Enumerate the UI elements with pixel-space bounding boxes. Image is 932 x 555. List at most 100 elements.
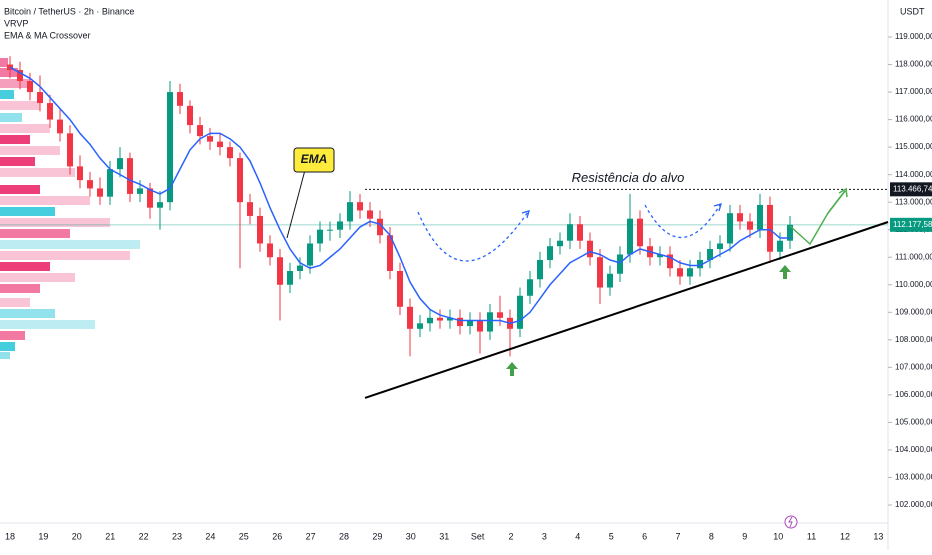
candle-body <box>457 317 463 327</box>
candle-body <box>77 166 83 181</box>
x-tick-label: 9 <box>742 531 747 541</box>
y-tick-label: 108.000,00 <box>895 335 932 344</box>
candle-body <box>727 213 733 244</box>
resistance-text: Resistência do alvo <box>572 170 685 185</box>
candle-body <box>187 105 193 126</box>
candle-body <box>217 141 223 148</box>
candle-body <box>117 158 123 170</box>
y-tick-label: 105.000,00 <box>895 418 932 427</box>
x-tick-label: 4 <box>575 531 580 541</box>
candle-body <box>337 221 343 230</box>
candle-body <box>617 254 623 274</box>
candle-body <box>777 240 783 252</box>
volume-profile <box>0 58 140 359</box>
candle-body <box>587 240 593 258</box>
candle-body <box>17 70 23 82</box>
x-tick-label: 22 <box>139 531 149 541</box>
candle-body <box>437 317 443 321</box>
last-price-label: 112.177,58 <box>893 220 932 229</box>
candle-body <box>87 180 93 189</box>
x-tick-label: 7 <box>675 531 680 541</box>
resistance-price-label: 113.466,74 <box>893 184 932 193</box>
candle-body <box>227 147 233 159</box>
candle-body <box>47 103 53 120</box>
candle-body <box>477 320 483 332</box>
candle-body <box>197 125 203 137</box>
candle-body <box>697 259 703 269</box>
candle-body <box>167 92 173 203</box>
candle-body <box>607 273 613 288</box>
y-tick-label: 111.000,00 <box>895 252 932 261</box>
candle-body <box>707 248 713 260</box>
x-tick-label: 18 <box>5 531 15 541</box>
candle-body <box>517 295 523 329</box>
candle-body <box>757 204 763 230</box>
candle-body <box>417 323 423 329</box>
candle-body <box>127 158 133 194</box>
candle-body <box>67 133 73 167</box>
callout-box <box>293 147 335 173</box>
candle-body <box>547 246 553 260</box>
candle-body <box>737 213 743 222</box>
x-tick-label: 12 <box>840 531 850 541</box>
x-tick-label: 11 <box>807 531 816 541</box>
drawings <box>417 187 848 529</box>
support-trendline <box>364 221 889 399</box>
candle-body <box>717 243 723 249</box>
candle-body <box>107 169 113 197</box>
candle-body <box>407 306 413 329</box>
candle-body <box>177 92 183 106</box>
candle-body <box>207 136 213 142</box>
callout-text: EMA <box>301 152 328 166</box>
x-tick-label: 5 <box>609 531 614 541</box>
candle-body <box>767 204 773 252</box>
candle-body <box>287 271 293 285</box>
y-tick-label: 119.000,00 <box>895 32 932 41</box>
candle-body <box>637 218 643 247</box>
x-tick-label: 10 <box>773 531 783 541</box>
x-tick-label: 28 <box>339 531 349 541</box>
y-tick-label: 114.000,00 <box>895 170 932 179</box>
y-tick-label: 106.000,00 <box>895 390 932 399</box>
candle-body <box>247 202 253 216</box>
candle-body <box>787 224 793 241</box>
candle-body <box>327 229 333 231</box>
x-tick-label: 29 <box>372 531 382 541</box>
x-tick-label: 24 <box>205 531 215 541</box>
candle-body <box>37 92 43 104</box>
candle-body <box>147 188 153 208</box>
y-tick-label: 113.000,00 <box>895 197 932 206</box>
y-tick-label: 115.000,00 <box>895 142 932 151</box>
x-tick-label: 30 <box>406 531 416 541</box>
candle-body <box>567 224 573 241</box>
ema-line <box>9 66 790 325</box>
y-tick-label: 107.000,00 <box>895 362 932 371</box>
x-tick-label: 2 <box>508 531 513 541</box>
candle-body <box>237 158 243 203</box>
indicator-label: VRVP <box>4 18 28 28</box>
x-tick-label: 25 <box>239 531 249 541</box>
candle-body <box>577 224 583 241</box>
symbol-title: Bitcoin / TetherUS · 2h · Binance <box>4 6 134 16</box>
x-tick-label: Set <box>471 531 485 541</box>
currency-label: USDT <box>900 6 925 16</box>
x-tick-label: 8 <box>709 531 714 541</box>
candle-body <box>297 265 303 271</box>
candle-body <box>627 218 633 255</box>
candle-body <box>137 188 143 194</box>
x-tick-label: 31 <box>439 531 449 541</box>
candle-body <box>427 317 433 324</box>
candle-body <box>467 320 473 327</box>
candle-body <box>347 202 353 222</box>
candle-body <box>487 312 493 332</box>
candle-body <box>747 221 753 230</box>
candle-body <box>497 312 503 318</box>
y-tick-label: 109.000,00 <box>895 307 932 316</box>
candle-body <box>387 235 393 271</box>
plot <box>0 56 889 399</box>
candle-body <box>307 243 313 266</box>
candle-body <box>657 254 663 258</box>
x-tick-label: 3 <box>542 531 547 541</box>
